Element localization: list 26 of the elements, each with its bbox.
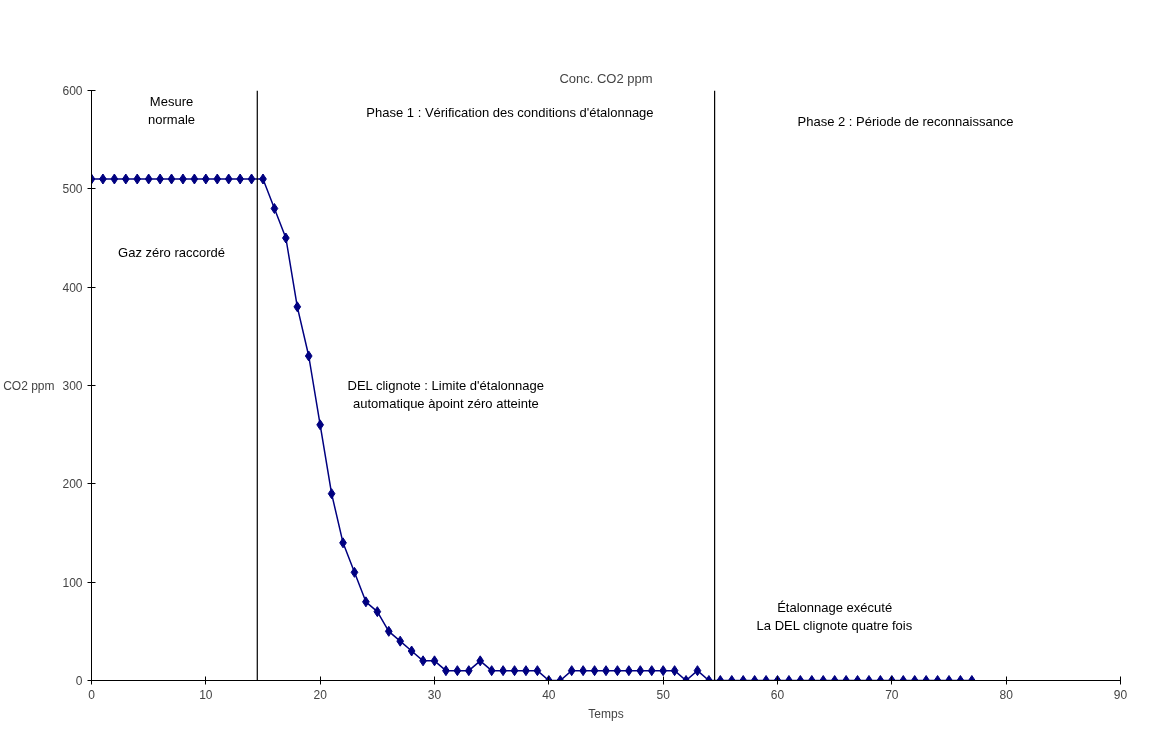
x-tick-label: 30 [427, 687, 442, 702]
y-tick-label: 200 [62, 477, 83, 492]
chart-title: Conc. CO2 ppm [559, 70, 653, 86]
annotation: Mesure normale [148, 93, 196, 127]
y-tick-label: 400 [62, 280, 83, 295]
x-tick-label: 50 [656, 687, 671, 702]
x-axis-title: Temps [588, 706, 624, 721]
y-axis-title: CO2 ppm [3, 378, 55, 393]
x-tick-label: 0 [88, 687, 96, 702]
annotation: DEL clignote : Limite d'étalonnage automatique àpoint zéro atteinte [347, 377, 544, 411]
x-tick-label: 40 [542, 687, 556, 702]
x-tick-label: 20 [313, 687, 328, 702]
y-tick-label: 0 [75, 674, 83, 688]
x-tick-label: 10 [199, 687, 213, 702]
annotation: Étalonnage exécuté La DEL clignote quatre fois [756, 600, 913, 634]
annotation: Gaz zéro raccordé [118, 245, 225, 261]
y-tick-label: 600 [62, 84, 83, 98]
annotation: Phase 2 : Période de reconnaissance [797, 114, 1014, 130]
y-tick-label: 100 [62, 575, 83, 590]
x-tick-label: 90 [1113, 687, 1128, 702]
y-tick-label: 500 [62, 182, 83, 197]
x-tick-label: 80 [999, 687, 1014, 702]
x-tick-label: 70 [885, 687, 899, 702]
x-tick-label: 60 [770, 687, 785, 702]
y-tick-label: 300 [62, 379, 83, 393]
annotation: Phase 1 : Vérification des conditions d'étalonnage [366, 104, 654, 120]
